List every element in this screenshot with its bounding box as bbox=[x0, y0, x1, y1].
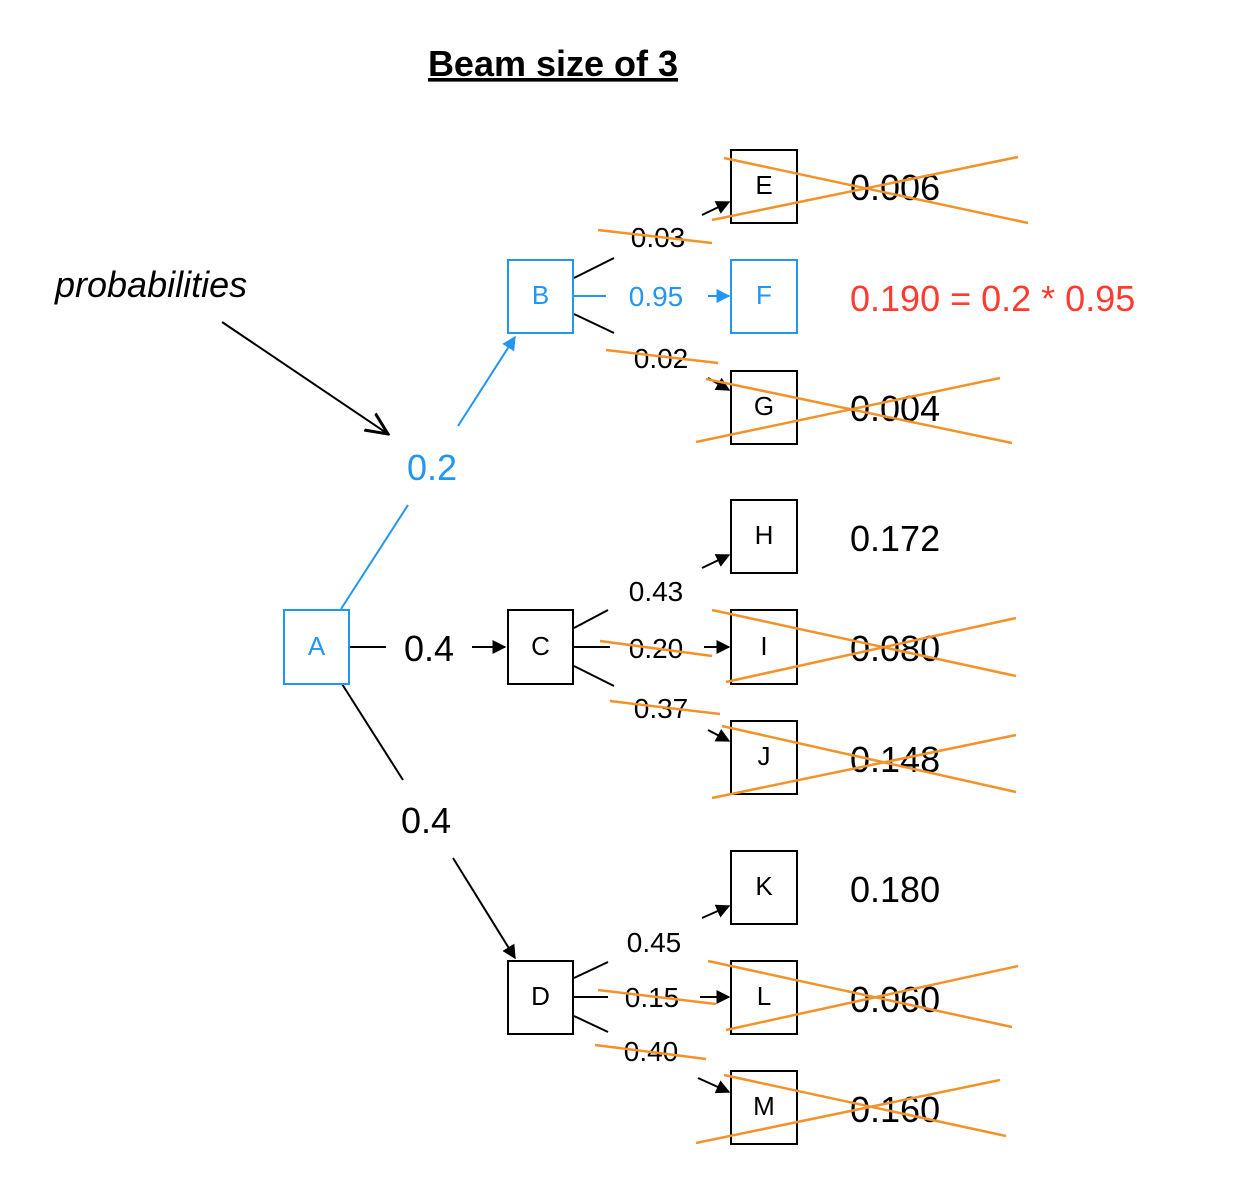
node-b: B bbox=[507, 259, 574, 334]
edge-d-k-start bbox=[573, 961, 609, 979]
edge-a-b-upper bbox=[457, 335, 516, 427]
svg-text:M: M bbox=[753, 1091, 775, 1121]
node-c: C bbox=[507, 609, 574, 685]
edge-a-d-upper bbox=[341, 683, 404, 781]
svg-text:J: J bbox=[758, 741, 771, 771]
edge-b-g-start bbox=[573, 313, 615, 334]
prune-x-l bbox=[707, 959, 1019, 1032]
edge-b-e-end bbox=[701, 201, 731, 216]
edge-a-d-lower bbox=[452, 857, 516, 960]
svg-text:B: B bbox=[532, 280, 549, 310]
node-d: D bbox=[507, 960, 574, 1035]
edge-label-a-d: 0.4 bbox=[401, 800, 451, 841]
edge-b-e-start bbox=[573, 257, 615, 279]
prune-x-m bbox=[695, 1073, 1007, 1145]
edge-label-a-b: 0.2 bbox=[407, 447, 457, 488]
svg-text:A: A bbox=[308, 631, 326, 661]
edge-c-h-start bbox=[573, 609, 609, 629]
edge-label-a-c: 0.4 bbox=[404, 628, 454, 669]
strike-edge-d-l bbox=[597, 988, 717, 1006]
svg-text:D: D bbox=[531, 981, 550, 1011]
svg-text:F: F bbox=[756, 280, 772, 310]
edge-d-m-end bbox=[697, 1077, 731, 1094]
node-h: H bbox=[730, 499, 798, 574]
svg-text:H: H bbox=[755, 520, 774, 550]
svg-text:I: I bbox=[760, 631, 767, 661]
prune-x-i bbox=[711, 608, 1017, 684]
annotation-arrow bbox=[221, 321, 388, 434]
node-k: K bbox=[730, 850, 798, 925]
page-title: Beam size of 3 bbox=[428, 43, 678, 84]
edge-c-j-start bbox=[573, 665, 615, 687]
node-a: A bbox=[283, 609, 350, 685]
strike-edge-d-m bbox=[594, 1043, 707, 1061]
score-k: 0.180 bbox=[850, 869, 940, 910]
prune-x-g bbox=[695, 376, 1013, 445]
edge-d-k-end bbox=[701, 904, 731, 919]
strike-edge-b-g bbox=[605, 348, 719, 365]
edge-c-h-end bbox=[701, 554, 731, 569]
edge-label-d-k: 0.45 bbox=[627, 927, 682, 958]
node-f: F bbox=[730, 259, 798, 334]
svg-text:G: G bbox=[754, 391, 774, 421]
prune-x-e bbox=[711, 155, 1029, 225]
svg-text:C: C bbox=[531, 631, 550, 661]
edge-a-b-lower bbox=[340, 504, 409, 610]
edge-c-j-end bbox=[707, 728, 731, 742]
score-f: 0.190 = 0.2 * 0.95 bbox=[850, 278, 1135, 319]
strike-edge-c-j bbox=[609, 699, 721, 716]
strike-edge-c-i bbox=[599, 639, 713, 658]
svg-text:K: K bbox=[755, 871, 773, 901]
strike-edge-b-e bbox=[597, 228, 713, 245]
svg-text:E: E bbox=[755, 170, 772, 200]
edge-d-m-start bbox=[573, 1015, 609, 1033]
svg-text:L: L bbox=[757, 981, 771, 1011]
edge-label-c-h: 0.43 bbox=[629, 576, 684, 607]
probabilities-annotation: probabilities bbox=[54, 264, 247, 305]
prune-x-j bbox=[711, 724, 1017, 800]
score-h: 0.172 bbox=[850, 518, 940, 559]
edge-label-b-f: 0.95 bbox=[629, 281, 684, 312]
